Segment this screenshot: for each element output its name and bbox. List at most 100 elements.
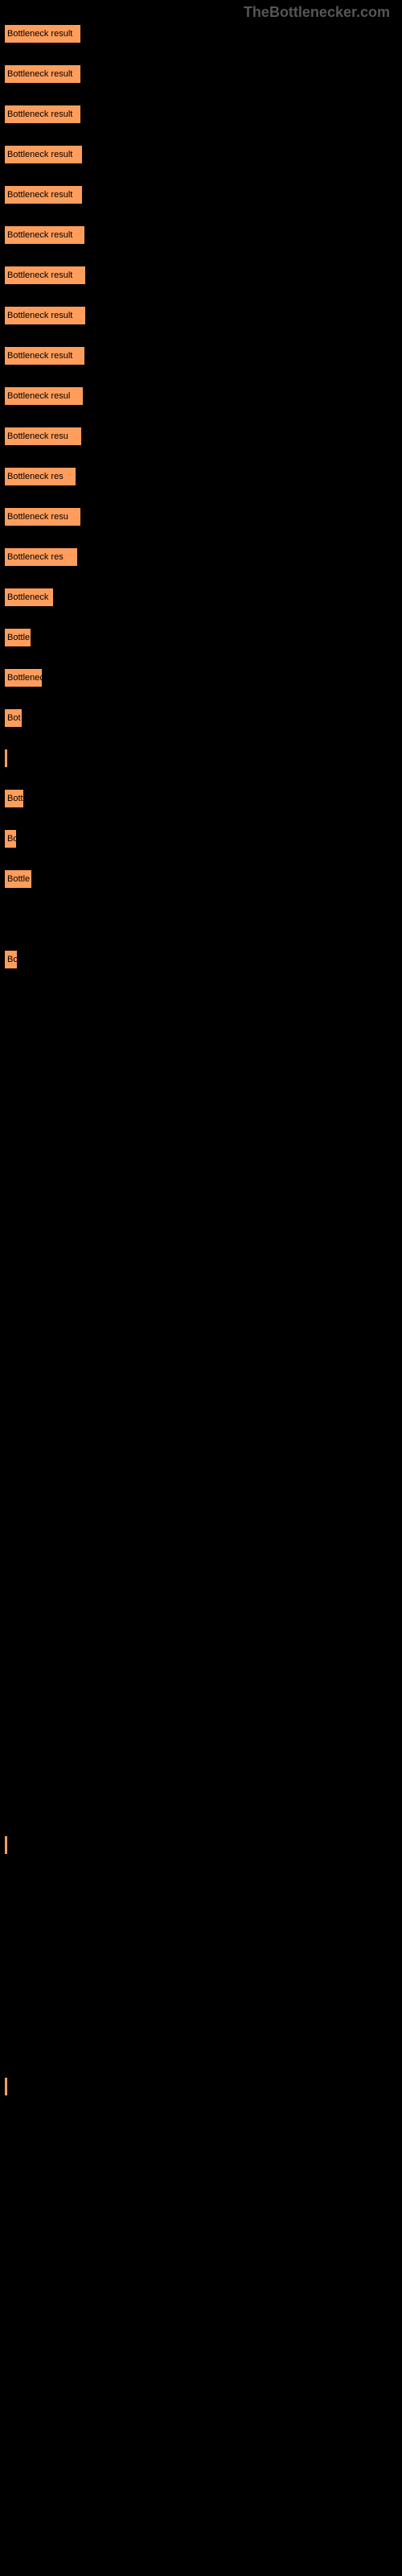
bar-row — [4, 1513, 402, 1533]
bar-row — [4, 1030, 402, 1050]
bar-label: Bottlenec — [7, 673, 43, 683]
bar: Bottleneck result — [4, 105, 81, 124]
bar-row — [4, 1755, 402, 1774]
bar-row: Bottleneck result — [4, 105, 402, 124]
bar-row — [4, 1232, 402, 1251]
bar-row — [4, 2318, 402, 2338]
bar-label: Bottleneck result — [7, 69, 72, 79]
bar-row: Bot — [4, 708, 402, 728]
bar: Bottleneck — [4, 588, 54, 607]
bar-row — [4, 2520, 402, 2539]
bar-row — [4, 1312, 402, 1331]
bar-label: Bottle — [7, 874, 30, 884]
bar-row — [4, 990, 402, 1009]
bar-row: Bo — [4, 829, 402, 848]
bar: Bottlenec — [4, 668, 43, 687]
bar-row — [4, 2117, 402, 2136]
bar-label: Bottleneck result — [7, 351, 72, 361]
bar — [4, 1835, 8, 1855]
bar — [4, 749, 8, 768]
bar-label: Bottleneck res — [7, 552, 64, 562]
bar: Bottleneck result — [4, 266, 86, 285]
bar-row — [4, 1715, 402, 1734]
bar-row — [4, 2479, 402, 2499]
bar: Bottleneck result — [4, 306, 86, 325]
bar-row — [4, 1191, 402, 1211]
bar-label: Bo — [7, 955, 18, 964]
bar-label: Bottleneck result — [7, 270, 72, 280]
bar-row — [4, 1554, 402, 1573]
bar-row: Bottleneck result — [4, 64, 402, 84]
bar: Bottle — [4, 628, 31, 647]
bar-row: Bottleneck — [4, 588, 402, 607]
bar: Bo — [4, 829, 17, 848]
bar-label: Bottleneck result — [7, 150, 72, 159]
bar-row — [4, 2077, 402, 2096]
bar-row: Bottleneck res — [4, 467, 402, 486]
bar-row — [4, 1674, 402, 1694]
bar-row: Bottleneck result — [4, 225, 402, 245]
bar: Bottleneck result — [4, 346, 85, 365]
bar-row — [4, 1151, 402, 1170]
bar-label: Bottleneck resu — [7, 431, 68, 441]
bar-row — [4, 2278, 402, 2297]
bar-row: Bottleneck resu — [4, 427, 402, 446]
bar-label: Bot — [7, 713, 21, 723]
bar-row — [4, 1473, 402, 1492]
bar-row — [4, 1916, 402, 1935]
bar: Bot — [4, 708, 23, 728]
bar-row — [4, 1594, 402, 1613]
bar-row — [4, 1795, 402, 1814]
bar-row — [4, 910, 402, 929]
bar: Bottleneck result — [4, 145, 83, 164]
bar-row: Bottlenec — [4, 668, 402, 687]
bar: Bottleneck resu — [4, 427, 82, 446]
bar-row: Bottleneck resu — [4, 507, 402, 526]
bar: Bottle — [4, 869, 32, 889]
bar: Bottleneck result — [4, 24, 81, 43]
bar-row: Bottleneck result — [4, 306, 402, 325]
bar-row — [4, 1352, 402, 1372]
bar: Bottleneck resul — [4, 386, 84, 406]
bar: Bottleneck res — [4, 547, 78, 567]
bar-row — [4, 1071, 402, 1090]
watermark: TheBottlenecker.com — [244, 4, 390, 21]
bar-row — [4, 1111, 402, 1130]
bar-row — [4, 2157, 402, 2177]
bar-row — [4, 1835, 402, 1855]
bar-row: Bottle — [4, 869, 402, 889]
bar-row — [4, 1433, 402, 1452]
bar-label: Bottleneck — [7, 592, 48, 602]
bar-row — [4, 2037, 402, 2056]
bar: Bottleneck res — [4, 467, 76, 486]
bar-label: Bottleneck result — [7, 230, 72, 240]
bar-row: Bottleneck result — [4, 185, 402, 204]
bar-label: Bottleneck res — [7, 472, 64, 481]
bar-row — [4, 2238, 402, 2257]
bar-row: Bottleneck res — [4, 547, 402, 567]
bar-label: Bottle — [7, 633, 30, 642]
bar-row — [4, 2399, 402, 2418]
bar-row: Bottle — [4, 628, 402, 647]
bar-row: Bottleneck result — [4, 145, 402, 164]
bar-label: Bottleneck result — [7, 190, 72, 200]
bar — [4, 2077, 8, 2096]
bar: Bottleneck result — [4, 225, 85, 245]
bar-row — [4, 1956, 402, 1975]
bar: Bottleneck result — [4, 185, 83, 204]
bar-label: Bottleneck result — [7, 311, 72, 320]
bar-row — [4, 1996, 402, 2016]
bar-row — [4, 2359, 402, 2378]
bar-row: Bott — [4, 789, 402, 808]
bar-label: Bottleneck result — [7, 29, 72, 39]
bar-label: Bottleneck resu — [7, 512, 68, 522]
bar-row — [4, 2439, 402, 2458]
bar: Bo — [4, 950, 18, 969]
bar-row: Bo — [4, 950, 402, 969]
bar-label: Bottleneck result — [7, 109, 72, 119]
bar-row: Bottleneck result — [4, 24, 402, 43]
bar-row: Bottleneck result — [4, 266, 402, 285]
bar-row: Bottleneck resul — [4, 386, 402, 406]
bar-row — [4, 1634, 402, 1653]
bar-label: Bo — [7, 834, 17, 844]
